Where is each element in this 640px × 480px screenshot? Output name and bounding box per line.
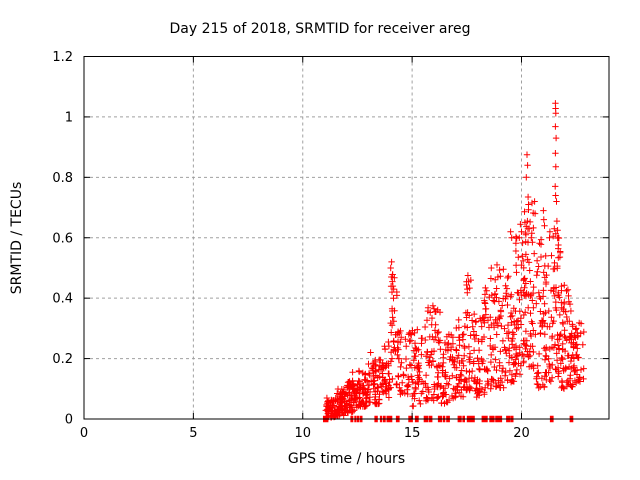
y-tick-label: 1.2 [52,50,73,65]
x-tick-label: 0 [80,426,88,441]
x-axis-label: GPS time / hours [287,451,406,467]
y-tick-label: 0.2 [52,352,73,367]
tick-labels: 0 5 10 15 20 0 0.2 0.4 0.6 0.8 1 1.2 [52,50,529,441]
chart-title: Day 215 of 2018, SRMTID for receiver are… [169,21,471,37]
y-axis-label: SRMTID / TECUs [9,181,25,295]
tick-marks [83,56,609,420]
x-tick-label: 10 [294,426,311,441]
y-tick-label: 0 [65,413,73,428]
y-tick-label: 0.4 [52,292,73,307]
x-tick-label: 15 [404,426,421,441]
x-tick-label: 20 [513,426,530,441]
x-tick-label: 5 [189,426,197,441]
y-tick-label: 0.8 [52,171,73,186]
y-tick-label: 0.6 [52,231,73,246]
y-tick-label: 1 [65,110,73,125]
scatter-points [320,100,587,423]
